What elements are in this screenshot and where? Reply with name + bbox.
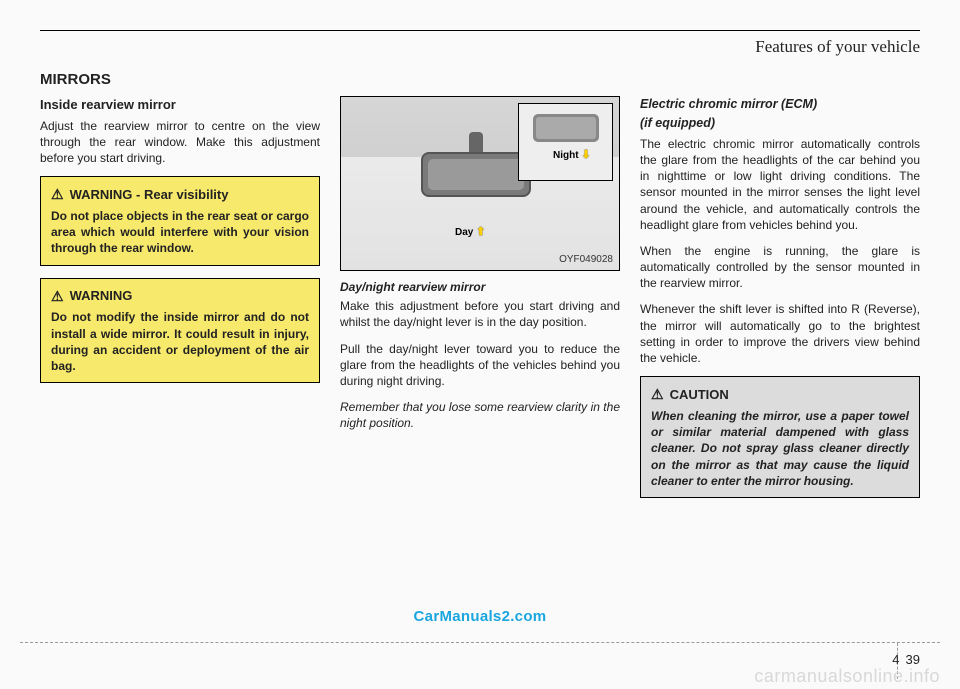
columns: Inside rearview mirror Adjust the rearvi…	[40, 96, 920, 498]
warning-title: WARNING - Rear visibility	[70, 186, 229, 204]
ecm-p2: When the engine is running, the glare is…	[640, 243, 920, 292]
caution-body: When cleaning the mirror, use a paper to…	[651, 408, 909, 489]
page-section: 4	[892, 652, 899, 667]
warning-icon: ⚠	[51, 185, 64, 204]
column-1: Inside rearview mirror Adjust the rearvi…	[40, 96, 320, 498]
figure-inset-mirror	[533, 114, 599, 142]
header-rule	[40, 30, 920, 31]
column-3: Electric chromic mirror (ECM) (if equipp…	[640, 96, 920, 498]
caution-box: ⚠ CAUTION When cleaning the mirror, use …	[640, 376, 920, 498]
figure-code: OYF049028	[559, 253, 613, 267]
page-num: 39	[906, 652, 920, 667]
column-2: Day ⬆ Night ⬇ OYF049028 Day/night rearvi…	[340, 96, 620, 498]
daynight-heading: Day/night rearview mirror	[340, 279, 620, 295]
caution-icon: ⚠	[651, 385, 664, 404]
figure-label-day-text: Day	[455, 227, 473, 238]
ecm-heading-2: (if equipped)	[640, 115, 920, 132]
figure-label-night: Night ⬇	[553, 148, 591, 163]
figure-label-night-text: Night	[553, 150, 579, 161]
section-title: MIRRORS	[40, 71, 920, 88]
warning-title: WARNING	[70, 287, 133, 305]
figure-mirror	[421, 152, 531, 197]
warning-rear-visibility: ⚠ WARNING - Rear visibility Do not place…	[40, 176, 320, 265]
daynight-p2: Pull the day/night lever toward you to r…	[340, 341, 620, 390]
ecm-p1: The electric chromic mirror automaticall…	[640, 136, 920, 233]
watermark-carmanuals2: CarManuals2.com	[0, 608, 960, 625]
mirror-figure: Day ⬆ Night ⬇ OYF049028	[340, 96, 620, 271]
caution-head: ⚠ CAUTION	[651, 385, 909, 404]
chapter-title: Features of your vehicle	[40, 37, 920, 57]
warning-icon: ⚠	[51, 287, 64, 306]
caution-title: CAUTION	[670, 386, 729, 404]
figure-label-day: Day ⬆	[455, 225, 485, 240]
arrow-up-icon: ⬆	[476, 226, 485, 238]
watermark-carmanualsonline: carmanualsonline.info	[754, 666, 940, 687]
ecm-p3: Whenever the shift lever is shifted into…	[640, 301, 920, 366]
daynight-p3: Remember that you lose some rearview cla…	[340, 399, 620, 431]
warning-body: Do not place objects in the rear seat or…	[51, 208, 309, 257]
daynight-p1: Make this adjustment before you start dr…	[340, 298, 620, 330]
footer-dashed-line	[20, 642, 940, 643]
figure-inset: Night ⬇	[518, 103, 613, 181]
inside-mirror-intro: Adjust the rearview mirror to centre on …	[40, 118, 320, 167]
inside-mirror-heading: Inside rearview mirror	[40, 96, 320, 114]
page-number: 4 39	[892, 652, 920, 667]
warning-head: ⚠ WARNING	[51, 287, 309, 306]
warning-head: ⚠ WARNING - Rear visibility	[51, 185, 309, 204]
arrow-down-icon: ⬇	[581, 149, 590, 161]
ecm-heading-1: Electric chromic mirror (ECM)	[640, 96, 920, 113]
warning-body: Do not modify the inside mirror and do n…	[51, 309, 309, 374]
warning-modify-mirror: ⚠ WARNING Do not modify the inside mirro…	[40, 278, 320, 384]
